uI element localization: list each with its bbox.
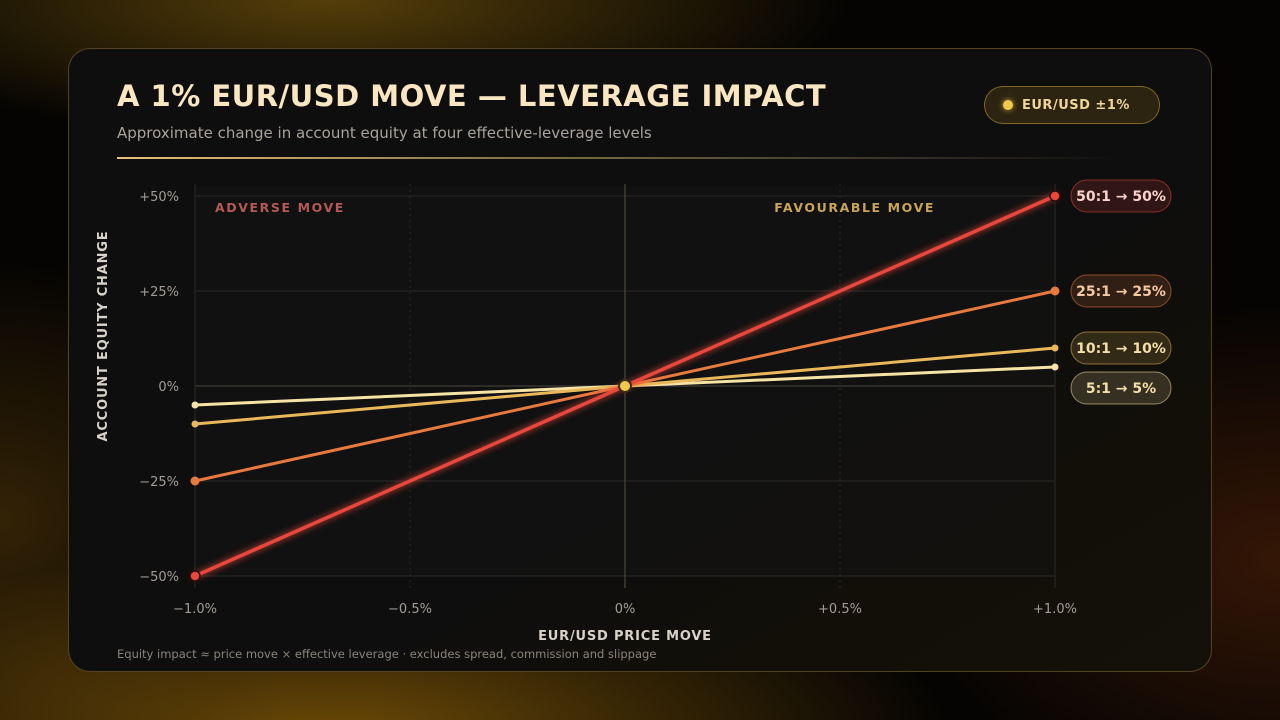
series-point	[189, 570, 201, 582]
y-tick-label: −50%	[139, 570, 179, 585]
chart-subtitle: Approximate change in account equity at …	[117, 124, 652, 142]
series-point	[1051, 344, 1059, 352]
y-axis-title: ACCOUNT EQUITY CHANGE	[96, 231, 111, 442]
end-label-pill	[1070, 331, 1172, 365]
end-label-pill	[1070, 179, 1172, 213]
end-label-pill	[1070, 274, 1172, 308]
x-tick-label: −0.5%	[388, 602, 432, 617]
adverse-zone-label: ADVERSE MOVE	[215, 200, 345, 215]
end-label-50-1: 50:1 → 50%	[1070, 179, 1172, 213]
badge-label: EUR/USD ±1%	[1022, 97, 1130, 113]
pair-badge: EUR/USD ±1%	[984, 86, 1160, 124]
end-label-10-1: 10:1 → 10%	[1070, 331, 1172, 365]
end-label-text: 10:1 → 10%	[1076, 341, 1166, 357]
y-tick-label: 0%	[158, 380, 179, 395]
end-label-pill	[1070, 371, 1172, 405]
series-point	[1049, 190, 1061, 202]
x-axis-title: EUR/USD PRICE MOVE	[538, 629, 712, 644]
badge-dot-icon	[1003, 100, 1013, 110]
chart-card: A 1% EUR/USD MOVE — LEVERAGE IMPACT Appr…	[68, 48, 1212, 672]
y-tick-label: −25%	[139, 475, 179, 490]
end-label-text: 50:1 → 50%	[1076, 189, 1166, 205]
x-tick-label: +0.5%	[818, 602, 862, 617]
series-point	[1051, 363, 1059, 371]
y-tick-label: +50%	[139, 190, 179, 205]
x-tick-label: −1.0%	[173, 602, 217, 617]
x-tick-label: +1.0%	[1033, 602, 1077, 617]
favourable-zone-label: FAVOURABLE MOVE	[774, 200, 935, 215]
end-label-text: 25:1 → 25%	[1076, 284, 1166, 300]
end-label-text: 5:1 → 5%	[1086, 381, 1156, 397]
series-point	[1050, 286, 1060, 296]
title-divider	[117, 157, 1117, 159]
x-tick-label: 0%	[615, 602, 636, 617]
series-point	[190, 476, 200, 486]
leverage-line-chart: +50% +25% 0% −25% −50% −1.0% −0.5% 0% +0.5% +1.0%…	[96, 179, 1172, 644]
end-label-25-1: 25:1 → 25%	[1070, 274, 1172, 308]
footnote: Equity impact ≈ price move × effective l…	[117, 647, 657, 661]
chart-title: A 1% EUR/USD MOVE — LEVERAGE IMPACT	[117, 79, 827, 113]
series-point	[191, 401, 199, 409]
y-tick-label: +25%	[139, 285, 179, 300]
origin-point	[618, 379, 632, 393]
end-label-5-1: 5:1 → 5%	[1070, 371, 1172, 405]
series-point	[191, 420, 199, 428]
